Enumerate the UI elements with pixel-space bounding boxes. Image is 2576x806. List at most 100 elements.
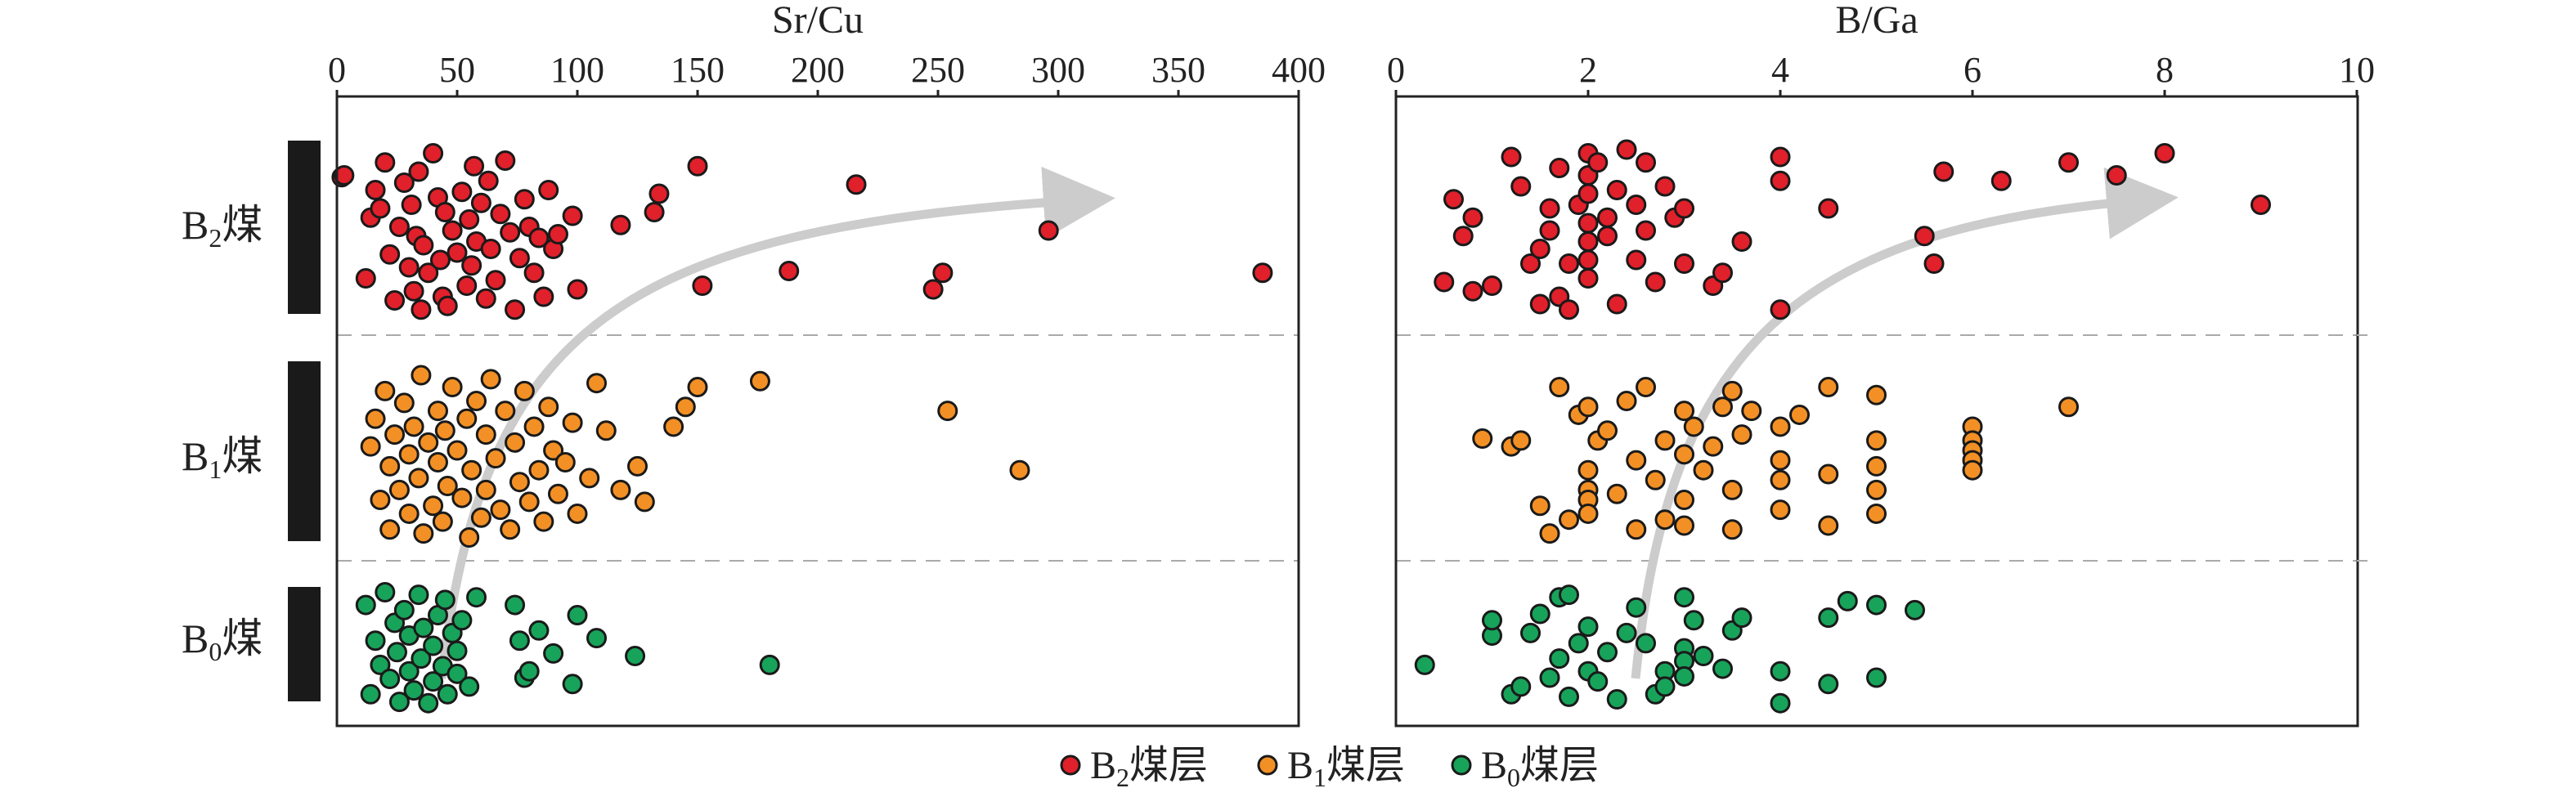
data-point-b2 (932, 262, 954, 284)
data-point-b2 (1434, 271, 1455, 293)
data-point-b0 (509, 630, 530, 652)
data-point-b2 (1923, 253, 1945, 274)
data-point-b1 (1529, 495, 1551, 517)
data-point-b0 (403, 680, 424, 701)
data-point-b1 (1654, 509, 1676, 531)
x-tick-label: 10 (2339, 50, 2375, 90)
x-tick-label: 200 (791, 50, 845, 90)
data-point-b2 (393, 172, 415, 193)
data-point-b1 (500, 519, 521, 540)
data-point-b0 (1818, 674, 1839, 695)
data-point-b2 (1452, 226, 1474, 247)
data-point-b0 (451, 610, 473, 631)
data-point-b0 (562, 674, 583, 695)
data-point-b2 (1443, 189, 1464, 210)
data-point-b1 (459, 526, 480, 548)
data-point-b2 (429, 249, 451, 271)
data-point-b2 (2251, 195, 2271, 215)
data-point-b1 (1866, 455, 1887, 477)
data-point-b1 (579, 468, 600, 489)
data-point-b0 (1731, 607, 1752, 629)
data-point-b1 (1703, 436, 1724, 457)
data-point-b2 (514, 189, 535, 210)
data-point-b1 (365, 408, 386, 429)
x-tick-label: 0 (1387, 50, 1405, 90)
data-point-b0 (1587, 671, 1609, 692)
data-point-b1 (1577, 396, 1599, 418)
data-point-b0 (1549, 648, 1570, 669)
data-point-b0 (1693, 645, 1714, 666)
x-tick-label: 0 (328, 50, 346, 90)
x-tick-label: 6 (1963, 50, 1981, 90)
data-point-b0 (1636, 633, 1656, 654)
data-point-b1 (1770, 469, 1791, 490)
x-ticks-sr-cu: 0 50 100 150 200 250 300 350 400 (328, 50, 1326, 96)
data-point-b2 (1482, 275, 1502, 296)
data-point-b2 (1577, 183, 1599, 204)
data-point-b1 (379, 519, 401, 540)
data-point-b1 (567, 503, 588, 524)
data-point-b1 (687, 377, 708, 398)
points-b-ga (1414, 139, 2271, 714)
data-point-b1 (1683, 416, 1704, 437)
data-point-b1 (388, 479, 410, 500)
data-point-b2 (1577, 268, 1599, 289)
data-point-b1 (1721, 479, 1743, 500)
x-tick-label: 2 (1579, 50, 1597, 90)
data-point-b0 (528, 620, 550, 641)
data-point-b1 (423, 495, 444, 517)
data-point-b2 (1549, 158, 1570, 178)
data-point-b2 (1914, 226, 1935, 247)
data-point-b1 (533, 511, 554, 532)
data-point-b1 (505, 432, 526, 453)
data-point-b2 (1597, 226, 1618, 247)
data-point-b1 (1626, 519, 1647, 540)
data-point-b0 (423, 635, 444, 656)
seam-bar-b1 (288, 361, 321, 541)
data-point-b1 (427, 452, 448, 473)
data-point-b2 (538, 180, 559, 200)
data-point-b1 (1721, 380, 1743, 401)
data-point-b2 (495, 150, 516, 171)
data-point-b2 (1597, 207, 1618, 228)
seam-label-b0: B0煤 (182, 616, 263, 666)
data-point-b1 (432, 511, 453, 532)
data-point-b2 (687, 155, 708, 177)
data-point-b2 (846, 174, 867, 195)
data-point-b1 (2058, 396, 2079, 418)
data-point-b2 (461, 255, 482, 276)
x-tick-label: 400 (1272, 50, 1326, 90)
data-point-b0 (1539, 667, 1560, 688)
data-point-b1 (1626, 450, 1647, 471)
data-point-b1 (437, 476, 458, 497)
data-point-b2 (375, 152, 396, 173)
data-point-b2 (1636, 220, 1656, 241)
data-point-b2 (1654, 176, 1676, 197)
data-point-b1 (1674, 490, 1694, 510)
data-point-b0 (1654, 676, 1676, 697)
data-point-b1 (1577, 459, 1599, 481)
data-point-b1 (466, 391, 487, 411)
data-point-b0 (1674, 665, 1694, 687)
data-point-b2 (1577, 213, 1599, 234)
data-point-b1 (937, 401, 958, 422)
data-point-b2 (464, 155, 485, 177)
data-point-b2 (1587, 152, 1609, 173)
data-point-b2 (379, 244, 401, 265)
data-point-b1 (379, 455, 401, 477)
data-point-b2 (2058, 152, 2079, 173)
data-point-b2 (418, 262, 439, 284)
data-point-b0 (1770, 692, 1791, 714)
data-point-b0 (518, 660, 540, 682)
data-point-b1 (442, 377, 463, 398)
data-point-b0 (437, 683, 458, 705)
plot-frame-sr-cu (335, 95, 1300, 728)
data-point-b1 (1539, 523, 1560, 544)
data-point-b2 (1818, 198, 1839, 219)
data-point-b2 (370, 198, 391, 219)
data-point-b2 (567, 279, 588, 300)
x-tick-label: 100 (550, 50, 604, 90)
data-point-b0 (388, 692, 410, 713)
data-point-b0 (393, 599, 415, 620)
data-point-b2 (1731, 231, 1752, 252)
